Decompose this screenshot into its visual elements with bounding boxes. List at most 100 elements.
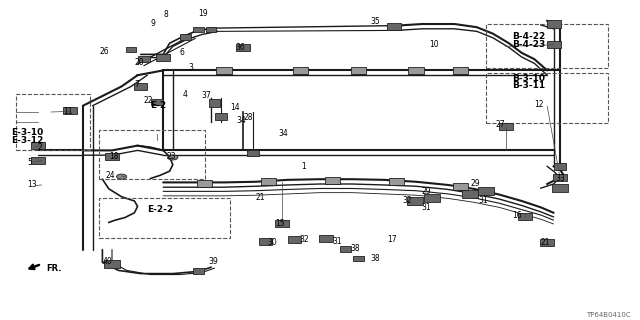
Text: 7: 7	[134, 80, 140, 89]
Text: 17: 17	[387, 235, 397, 244]
Bar	[319, 235, 333, 242]
Text: 11: 11	[63, 107, 72, 116]
Bar	[325, 177, 340, 184]
Text: 6: 6	[179, 48, 184, 57]
Text: 28: 28	[243, 113, 253, 122]
Bar	[193, 27, 204, 32]
Bar	[209, 99, 220, 107]
Bar	[486, 24, 608, 68]
Bar	[547, 20, 561, 28]
Text: 39: 39	[208, 257, 218, 266]
Bar	[540, 239, 554, 246]
Bar	[247, 150, 259, 156]
Text: FR.: FR.	[46, 264, 61, 273]
Text: TP64B0410C: TP64B0410C	[586, 312, 630, 318]
Text: E-2: E-2	[150, 101, 166, 110]
Text: 26: 26	[99, 47, 109, 56]
Bar	[236, 44, 250, 51]
Text: 2: 2	[37, 143, 42, 152]
Text: 31: 31	[333, 237, 342, 246]
Text: 36: 36	[236, 43, 245, 52]
Bar	[453, 183, 468, 190]
Text: 13: 13	[27, 180, 36, 189]
Text: 31: 31	[421, 203, 431, 212]
Text: 32: 32	[402, 196, 412, 205]
Text: 10: 10	[429, 40, 438, 49]
Bar	[463, 189, 479, 198]
Text: 14: 14	[230, 103, 240, 112]
Bar	[31, 157, 45, 164]
Bar	[31, 142, 45, 149]
Bar	[216, 67, 232, 74]
Bar	[261, 178, 276, 185]
Text: B-3-11: B-3-11	[512, 81, 545, 90]
Bar	[486, 73, 608, 123]
Bar	[407, 197, 423, 205]
Bar	[63, 107, 77, 114]
Bar	[351, 67, 366, 74]
Text: 21: 21	[256, 193, 266, 202]
Text: 37: 37	[202, 91, 211, 100]
Bar	[215, 113, 227, 120]
Circle shape	[116, 174, 127, 179]
Bar	[16, 94, 90, 150]
Text: 30: 30	[268, 238, 277, 247]
Text: 21: 21	[541, 238, 550, 247]
Bar	[134, 83, 147, 90]
Circle shape	[168, 155, 178, 160]
Bar	[353, 256, 364, 261]
Text: B-3-10: B-3-10	[512, 74, 545, 83]
Bar	[499, 123, 513, 130]
Bar	[104, 260, 120, 268]
Bar	[547, 41, 561, 48]
Bar	[99, 130, 205, 179]
Text: 32: 32	[300, 235, 309, 244]
Bar	[105, 153, 119, 160]
Text: 16: 16	[512, 211, 522, 220]
Text: 8: 8	[163, 10, 168, 19]
Text: 18: 18	[109, 152, 118, 161]
Text: 27: 27	[496, 120, 506, 129]
Text: 15: 15	[275, 219, 285, 228]
Text: 40: 40	[102, 257, 112, 266]
Text: 5: 5	[27, 158, 32, 167]
Text: 38: 38	[370, 254, 380, 263]
Bar	[553, 174, 567, 181]
Text: 4: 4	[182, 90, 188, 99]
Bar	[340, 246, 351, 252]
Text: E-3-10: E-3-10	[12, 128, 44, 137]
Bar	[99, 198, 230, 238]
Text: 24: 24	[106, 171, 115, 180]
Bar	[424, 194, 440, 202]
Bar	[293, 67, 308, 74]
Bar	[193, 268, 204, 274]
Bar	[387, 23, 401, 30]
Text: 9: 9	[150, 19, 156, 28]
Text: 35: 35	[370, 17, 380, 26]
Text: E-3-12: E-3-12	[12, 136, 44, 145]
Bar	[156, 54, 170, 61]
Bar	[275, 220, 289, 227]
Text: E-2-2: E-2-2	[147, 205, 173, 214]
Bar	[180, 34, 191, 40]
Text: 12: 12	[534, 100, 544, 108]
Text: 1: 1	[301, 162, 305, 171]
Text: 29: 29	[470, 180, 480, 188]
Text: 19: 19	[198, 9, 208, 18]
Bar	[288, 236, 301, 243]
Text: 33: 33	[556, 174, 565, 183]
Text: 38: 38	[351, 244, 360, 253]
Text: B-4-23: B-4-23	[512, 40, 545, 49]
Bar	[453, 67, 468, 74]
Bar	[126, 47, 136, 52]
Text: 34: 34	[278, 129, 288, 138]
Bar	[138, 56, 150, 62]
Bar	[389, 178, 404, 185]
Text: B-4-22: B-4-22	[512, 32, 545, 41]
Text: 29: 29	[421, 187, 431, 196]
Text: 22: 22	[144, 96, 154, 105]
Bar	[197, 180, 212, 187]
Bar	[552, 184, 568, 192]
Text: 31: 31	[479, 196, 488, 205]
Bar	[151, 99, 163, 105]
